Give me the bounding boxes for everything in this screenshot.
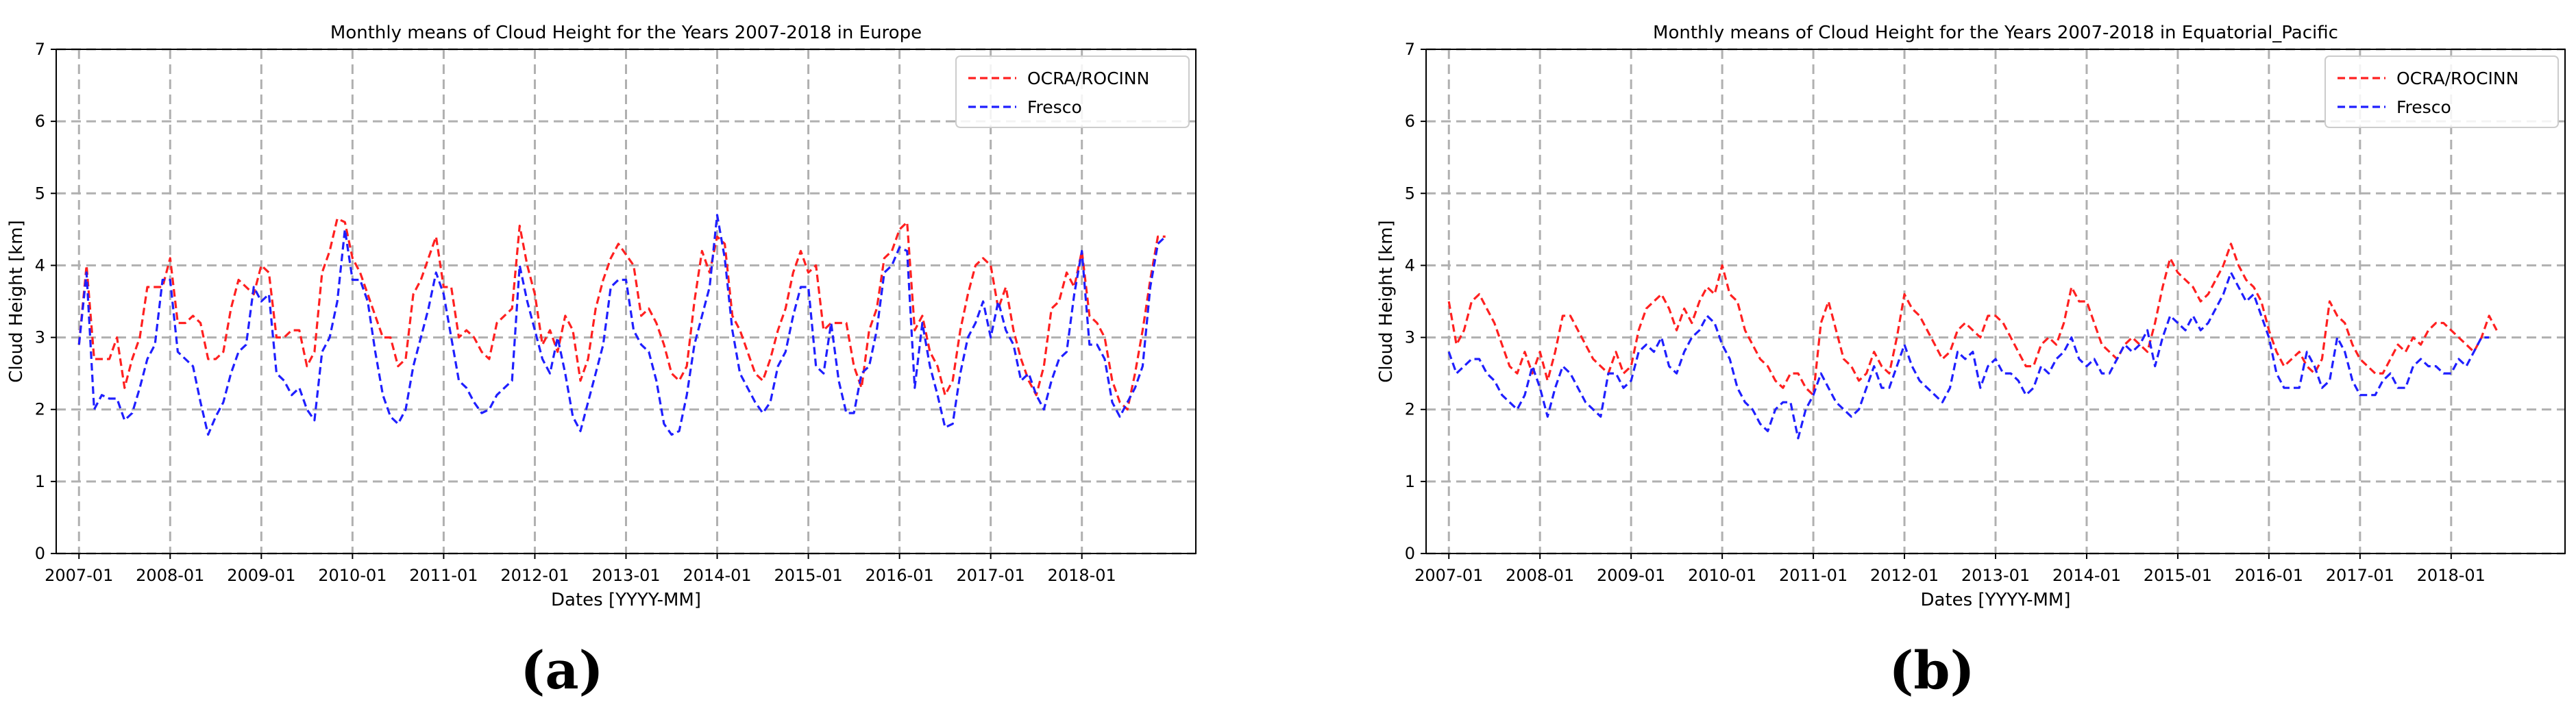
panel-label: (a) bbox=[520, 640, 603, 701]
y-tick-label: 6 bbox=[35, 112, 45, 131]
y-tick-label: 3 bbox=[1405, 328, 1415, 347]
legend: OCRA/ROCINN Fresco bbox=[955, 55, 1190, 128]
x-axis-label: Dates [YYYY-MM] bbox=[551, 590, 701, 610]
legend: OCRA/ROCINN Fresco bbox=[2324, 55, 2559, 128]
y-tick-label: 4 bbox=[35, 256, 45, 275]
legend-label: Fresco bbox=[2396, 97, 2451, 117]
y-tick-label: 0 bbox=[1405, 544, 1415, 563]
x-tick-label: 2007-01 bbox=[1414, 566, 1483, 585]
series-line-ocra-rocinn bbox=[77, 217, 1166, 411]
x-tick-label: 2016-01 bbox=[2235, 566, 2303, 585]
y-tick-label: 0 bbox=[35, 544, 45, 563]
x-tick-label: 2016-01 bbox=[865, 566, 933, 585]
x-tick-label: 2013-01 bbox=[591, 566, 660, 585]
legend-box bbox=[955, 55, 1190, 128]
legend-label: Fresco bbox=[1027, 97, 1082, 117]
chart-europe: 0 1 2 3 4 5 6 7 2007-01 2008-01 2009-01 2010-01 2011… bbox=[6, 23, 1197, 701]
y-tick-label: 7 bbox=[35, 40, 45, 59]
series-line-ocra-rocinn bbox=[1447, 242, 2498, 397]
chart-equatorial-pacific: 0 1 2 3 4 5 6 7 2007-01 2008-01 2009-01 2010-01 2011… bbox=[1376, 23, 2566, 701]
y-tick-label: 4 bbox=[1405, 256, 1415, 275]
x-tick-label: 2017-01 bbox=[2326, 566, 2394, 585]
x-tick-label: 2012-01 bbox=[1870, 566, 1939, 585]
y-tick-label: 2 bbox=[35, 400, 45, 419]
x-tick-label: 2009-01 bbox=[227, 566, 295, 585]
x-tick-label: 2013-01 bbox=[1961, 566, 2030, 585]
y-axis-label: Cloud Height [km] bbox=[6, 220, 27, 382]
x-axis-label: Dates [YYYY-MM] bbox=[1921, 590, 2071, 610]
x-tick-label: 2018-01 bbox=[1048, 566, 1116, 585]
series-line-fresco bbox=[77, 214, 1166, 436]
x-tick-label: 2015-01 bbox=[2144, 566, 2212, 585]
chart-title: Monthly means of Cloud Height for the Ye… bbox=[1653, 23, 2338, 43]
x-tick-label: 2010-01 bbox=[1688, 566, 1756, 585]
y-tick-label: 7 bbox=[1405, 40, 1415, 59]
y-tick-label: 2 bbox=[1405, 400, 1415, 419]
y-tick-label: 5 bbox=[35, 184, 45, 203]
panel-label: (b) bbox=[1889, 640, 1974, 701]
x-tick-label: 2014-01 bbox=[683, 566, 751, 585]
legend-label: OCRA/ROCINN bbox=[2396, 69, 2518, 88]
x-tick-label: 2008-01 bbox=[136, 566, 204, 585]
y-tick-label: 3 bbox=[35, 328, 45, 347]
y-tick-label: 6 bbox=[1405, 112, 1415, 131]
x-tick-label: 2010-01 bbox=[318, 566, 387, 585]
x-tick-label: 2007-01 bbox=[45, 566, 113, 585]
x-tick-label: 2012-01 bbox=[500, 566, 569, 585]
y-tick-label: 1 bbox=[1405, 472, 1415, 491]
legend-box bbox=[2324, 55, 2559, 128]
x-tick-label: 2017-01 bbox=[957, 566, 1025, 585]
x-tick-label: 2009-01 bbox=[1597, 566, 1665, 585]
x-tick-label: 2008-01 bbox=[1506, 566, 1574, 585]
y-tick-label: 5 bbox=[1405, 184, 1415, 203]
x-tick-label: 2018-01 bbox=[2417, 566, 2486, 585]
x-tick-label: 2014-01 bbox=[2052, 566, 2121, 585]
legend-label: OCRA/ROCINN bbox=[1027, 69, 1149, 88]
x-tick-label: 2015-01 bbox=[774, 566, 842, 585]
series-line-fresco bbox=[1447, 271, 2490, 440]
chart-title: Monthly means of Cloud Height for the Ye… bbox=[330, 23, 922, 43]
x-tick-label: 2011-01 bbox=[409, 566, 478, 585]
x-tick-label: 2011-01 bbox=[1779, 566, 1848, 585]
y-tick-label: 1 bbox=[35, 472, 45, 491]
y-axis-label: Cloud Height [km] bbox=[1376, 220, 1397, 382]
